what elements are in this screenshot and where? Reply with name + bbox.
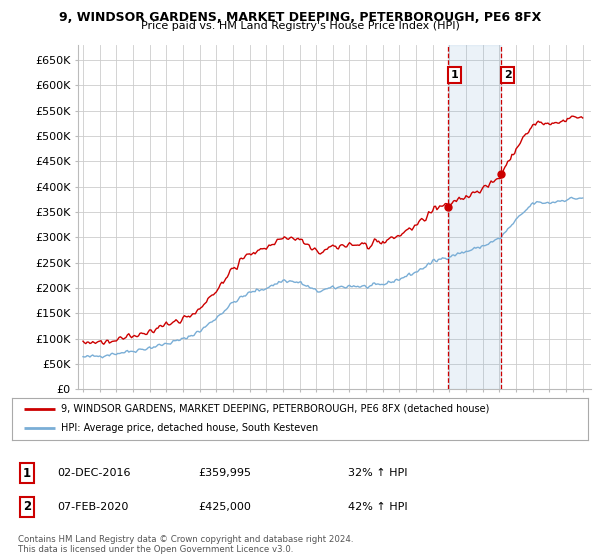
- Text: Price paid vs. HM Land Registry's House Price Index (HPI): Price paid vs. HM Land Registry's House …: [140, 21, 460, 31]
- Bar: [448, 45, 501, 389]
- Text: 1: 1: [23, 466, 31, 480]
- Text: 42% ↑ HPI: 42% ↑ HPI: [348, 502, 407, 512]
- Text: Contains HM Land Registry data © Crown copyright and database right 2024.: Contains HM Land Registry data © Crown c…: [18, 535, 353, 544]
- Text: £425,000: £425,000: [198, 502, 251, 512]
- Text: 02-DEC-2016: 02-DEC-2016: [57, 468, 131, 478]
- Text: 2: 2: [23, 500, 31, 514]
- Text: 9, WINDSOR GARDENS, MARKET DEEPING, PETERBOROUGH, PE6 8FX: 9, WINDSOR GARDENS, MARKET DEEPING, PETE…: [59, 11, 541, 24]
- Text: 1: 1: [451, 70, 458, 80]
- Text: £359,995: £359,995: [198, 468, 251, 478]
- Text: 07-FEB-2020: 07-FEB-2020: [57, 502, 128, 512]
- Text: 9, WINDSOR GARDENS, MARKET DEEPING, PETERBOROUGH, PE6 8FX (detached house): 9, WINDSOR GARDENS, MARKET DEEPING, PETE…: [61, 404, 490, 414]
- Text: This data is licensed under the Open Government Licence v3.0.: This data is licensed under the Open Gov…: [18, 545, 293, 554]
- Text: HPI: Average price, detached house, South Kesteven: HPI: Average price, detached house, Sout…: [61, 423, 318, 433]
- Text: 2: 2: [503, 70, 511, 80]
- Text: 32% ↑ HPI: 32% ↑ HPI: [348, 468, 407, 478]
